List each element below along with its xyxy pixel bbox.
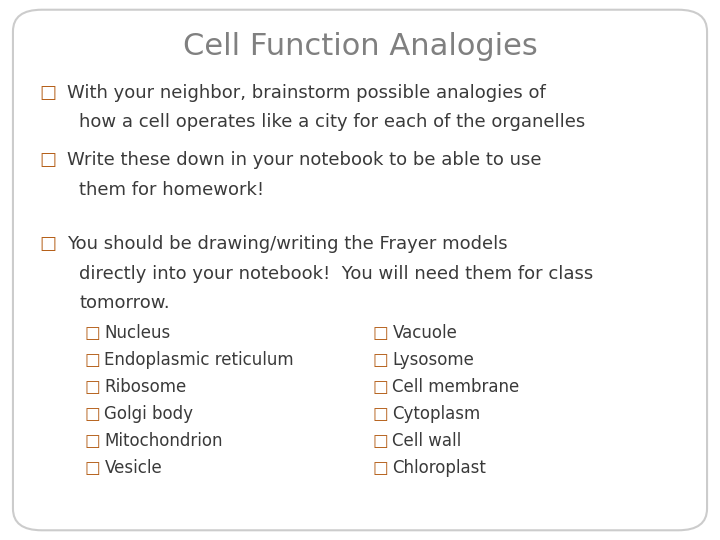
Text: Cell Function Analogies: Cell Function Analogies [183,32,537,62]
Text: You should be drawing/writing the Frayer models: You should be drawing/writing the Frayer… [67,235,508,253]
Text: □: □ [84,351,100,369]
Text: Vacuole: Vacuole [392,324,457,342]
Text: □: □ [84,378,100,396]
Text: □: □ [40,84,57,102]
Text: □: □ [372,432,388,450]
Text: Write these down in your notebook to be able to use: Write these down in your notebook to be … [67,151,541,169]
Text: Endoplasmic reticulum: Endoplasmic reticulum [104,351,294,369]
Text: Ribosome: Ribosome [104,378,186,396]
Text: Nucleus: Nucleus [104,324,171,342]
Text: Cell wall: Cell wall [392,432,462,450]
Text: □: □ [372,459,388,477]
Text: Cytoplasm: Cytoplasm [392,405,481,423]
Text: Golgi body: Golgi body [104,405,194,423]
Text: them for homework!: them for homework! [79,181,264,199]
Text: tomorrow.: tomorrow. [79,294,170,312]
Text: how a cell operates like a city for each of the organelles: how a cell operates like a city for each… [79,113,585,131]
Text: □: □ [372,405,388,423]
FancyBboxPatch shape [13,10,707,530]
Text: □: □ [40,151,57,169]
Text: □: □ [84,459,100,477]
Text: Vesicle: Vesicle [104,459,162,477]
Text: Chloroplast: Chloroplast [392,459,486,477]
Text: □: □ [372,378,388,396]
Text: □: □ [40,235,57,253]
Text: directly into your notebook!  You will need them for class: directly into your notebook! You will ne… [79,265,593,282]
Text: □: □ [84,405,100,423]
Text: Lysosome: Lysosome [392,351,474,369]
Text: □: □ [84,324,100,342]
Text: □: □ [372,351,388,369]
Text: □: □ [372,324,388,342]
Text: Mitochondrion: Mitochondrion [104,432,223,450]
Text: □: □ [84,432,100,450]
Text: With your neighbor, brainstorm possible analogies of: With your neighbor, brainstorm possible … [67,84,546,102]
Text: Cell membrane: Cell membrane [392,378,520,396]
